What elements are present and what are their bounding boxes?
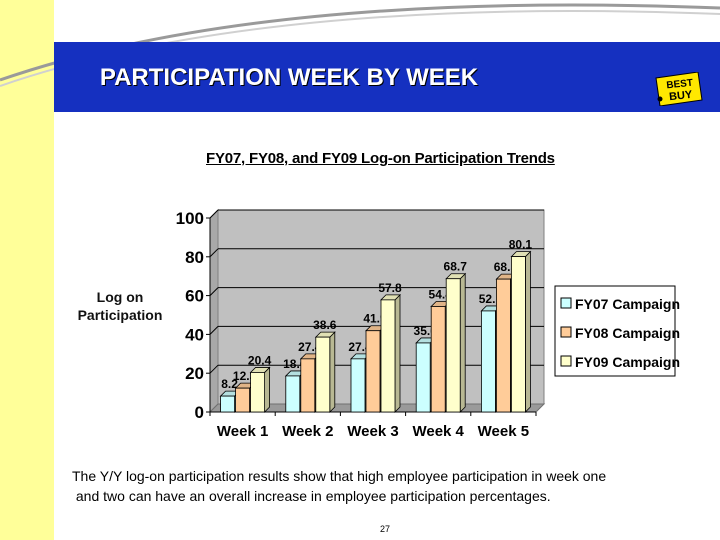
bar: [315, 336, 331, 413]
y-tick-label: 60: [185, 287, 204, 306]
bar: [235, 387, 251, 413]
y-tick-label: 40: [185, 325, 204, 344]
caption: The Y/Y log-on participation results sho…: [72, 466, 712, 506]
bar: [445, 278, 461, 413]
page-number: 27: [380, 524, 391, 534]
y-tick-label: 80: [185, 248, 204, 267]
bar-side: [525, 250, 531, 413]
bar: [285, 375, 301, 413]
bar: [220, 395, 236, 413]
chart-title: FY07, FY08, and FY09 Log-on Participatio…: [206, 150, 555, 167]
x-tick-label: Week 4: [412, 423, 464, 440]
gridline-side: [209, 248, 219, 258]
x-tick-label: Week 3: [347, 423, 398, 440]
legend-label: FY07 Campaign: [575, 296, 680, 312]
bar-side: [459, 272, 466, 413]
title-banner: PARTICIPATION WEEK BY WEEK BEST BUY: [54, 42, 720, 112]
svg-text:BEST: BEST: [666, 78, 694, 92]
legend-box: [554, 285, 676, 377]
x-tick-label: Week 1: [217, 423, 268, 440]
legend-swatch: [560, 326, 572, 338]
data-label: 8.2: [221, 377, 238, 391]
gridline-side: [209, 209, 219, 219]
y-tick-label: 20: [185, 364, 204, 383]
y-tick-label: 100: [176, 209, 204, 228]
legend-swatch: [560, 355, 572, 367]
x-tick-label: Week 2: [282, 423, 333, 440]
bar: [350, 358, 366, 413]
slide-title: PARTICIPATION WEEK BY WEEK: [99, 64, 479, 91]
gridline-side: [209, 364, 219, 374]
bar: [495, 278, 511, 413]
bar-side: [329, 331, 336, 413]
caption-line-1: The Y/Y log-on participation results sho…: [72, 468, 607, 484]
data-label: 38.6: [313, 318, 337, 332]
svg-text:BUY: BUY: [669, 89, 694, 103]
data-label: 80.1: [509, 238, 533, 252]
best-buy-logo: BEST BUY: [655, 72, 703, 106]
bar: [510, 256, 526, 413]
bar: [430, 306, 446, 413]
bar: [250, 372, 266, 413]
y-tick-label: 0: [195, 403, 204, 422]
gridline-side: [209, 326, 219, 335]
bar: [480, 310, 496, 413]
left-accent-strip: [0, 0, 54, 540]
bar: [300, 358, 316, 413]
plot-side-wall: [209, 208, 219, 414]
bar: [415, 342, 431, 413]
data-label: 57.8: [378, 281, 402, 295]
legend-label: FY09 Campaign: [575, 354, 680, 370]
legend-label: FY08 Campaign: [575, 325, 680, 341]
bar-side: [394, 293, 401, 413]
legend-swatch: [560, 297, 572, 309]
bar: [380, 299, 396, 413]
bar-side: [264, 366, 271, 413]
caption-line-2: and two can have an overall increase in …: [72, 488, 551, 504]
data-label: 20.4: [248, 353, 272, 367]
gridline-side: [209, 287, 219, 296]
y-axis-label: Log on Participation: [77, 289, 163, 323]
data-label: 68.7: [444, 260, 468, 274]
bar: [365, 330, 381, 413]
x-tick-label: Week 5: [478, 423, 529, 440]
